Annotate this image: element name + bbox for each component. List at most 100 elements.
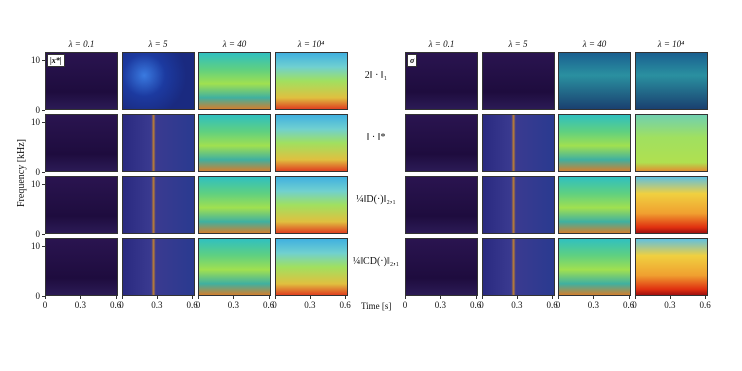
spectrogram-panel (121, 238, 195, 296)
x-tick-label: 0.3 (151, 300, 163, 310)
y-tick-label: 0 (35, 105, 41, 115)
x-tick-label: 0.3 (587, 300, 599, 310)
spectrogram-panel (634, 238, 708, 296)
spectrogram-panel (274, 114, 348, 172)
x-tick (233, 296, 234, 299)
spectrogram-panel (198, 114, 271, 172)
x-tick (628, 296, 630, 299)
spectrogram-panel (405, 114, 478, 172)
spectrogram-panel (45, 114, 118, 172)
spectrogram-panel (121, 52, 195, 110)
x-tick-label: 0 (632, 300, 637, 310)
x-tick (192, 296, 193, 299)
x-tick (405, 296, 406, 299)
y-tick-label: 0 (35, 291, 41, 301)
y-tick-label: 0 (35, 229, 41, 239)
x-tick (552, 296, 553, 299)
y-tick (42, 172, 45, 173)
spectrogram-panel (481, 52, 555, 110)
x-tick-label: 0 (42, 300, 48, 310)
column-label: λ = 0.1 (68, 39, 95, 49)
column-label: λ = 0.1 (428, 39, 455, 49)
spectrogram-panel (558, 176, 631, 234)
x-tick-label: 0.3 (664, 300, 676, 310)
x-tick (345, 296, 346, 299)
spectrogram-panel (405, 176, 478, 234)
row-label: ¼‖D(·)‖₂,₁ (356, 194, 396, 205)
x-tick-label: 0.6 (470, 300, 482, 310)
y-tick-label: 10 (31, 54, 40, 65)
y-tick-label: 10 (31, 240, 40, 251)
x-tick (115, 296, 117, 299)
spectrogram-panel (481, 238, 555, 296)
x-tick (475, 296, 477, 299)
x-tick-label: 0 (119, 300, 124, 310)
y-tick (42, 296, 45, 297)
column-label: λ = 40 (222, 39, 247, 49)
column-label: λ = 5 (148, 39, 168, 49)
x-tick (705, 296, 706, 299)
row-label: ¼‖CD(·)‖₂,₁ (352, 256, 400, 267)
x-tick-label: 0.3 (434, 300, 446, 310)
spectrogram-panel (274, 52, 348, 110)
x-tick-label: 0.3 (227, 300, 239, 310)
x-tick (634, 296, 636, 299)
x-tick-label: 0 (479, 300, 484, 310)
column-label: λ = 10⁴ (657, 39, 685, 49)
x-tick-label: 0 (555, 300, 561, 310)
spectrogram-panel (198, 238, 271, 296)
spectrogram-panel (121, 176, 195, 234)
spectrogram-panel (198, 52, 271, 110)
x-tick-label: 0.6 (110, 300, 122, 310)
x-tick (440, 296, 441, 299)
x-tick (309, 296, 311, 299)
panel-label: σ (407, 54, 418, 67)
column-label: λ = 40 (582, 39, 607, 49)
x-tick (558, 296, 559, 299)
spectrogram-panel (405, 238, 478, 296)
x-tick (516, 296, 518, 299)
y-tick (42, 234, 45, 235)
spectrogram-panel (558, 52, 631, 110)
spectrogram-panel (634, 176, 708, 234)
x-tick (274, 296, 276, 299)
y-tick (42, 183, 45, 185)
y-tick (42, 59, 45, 61)
spectrogram-panel (634, 52, 708, 110)
spectrogram-panel (634, 114, 708, 172)
column-label: λ = 5 (508, 39, 528, 49)
x-tick-label: 0.3 (511, 300, 523, 310)
column-label: λ = 10⁴ (297, 39, 325, 49)
spectrogram-panel (274, 176, 348, 234)
y-tick-label: 10 (31, 116, 40, 127)
x-tick (481, 296, 483, 299)
spectrogram-panel (558, 238, 631, 296)
x-tick-label: 0.6 (339, 300, 351, 310)
spectrogram-panel (274, 238, 348, 296)
x-tick-label: 0.6 (546, 300, 558, 310)
y-tick-label: 0 (35, 167, 41, 177)
x-tick-label: 0 (402, 300, 408, 310)
spectrogram-panel (121, 114, 195, 172)
x-tick-label: 0.6 (623, 300, 635, 310)
x-tick (268, 296, 270, 299)
x-tick-label: 0.3 (304, 300, 316, 310)
spectrogram-panel (45, 176, 118, 234)
x-tick-label: 0.6 (699, 300, 711, 310)
spectrogram-panel (198, 176, 271, 234)
x-tick-label: 0 (272, 300, 277, 310)
x-tick (669, 296, 671, 299)
row-label: ‖ · ‖* (366, 132, 386, 143)
x-axis-label: Time [s] (361, 301, 392, 311)
x-tick (593, 296, 594, 299)
x-tick (198, 296, 199, 299)
y-tick (42, 121, 45, 123)
x-tick-label: 0.6 (263, 300, 275, 310)
spectrogram-panel (481, 176, 555, 234)
y-tick (42, 245, 45, 247)
x-tick (156, 296, 158, 299)
panel-label: |x*| (47, 54, 65, 67)
spectrogram-panel (45, 238, 118, 296)
x-tick (121, 296, 123, 299)
